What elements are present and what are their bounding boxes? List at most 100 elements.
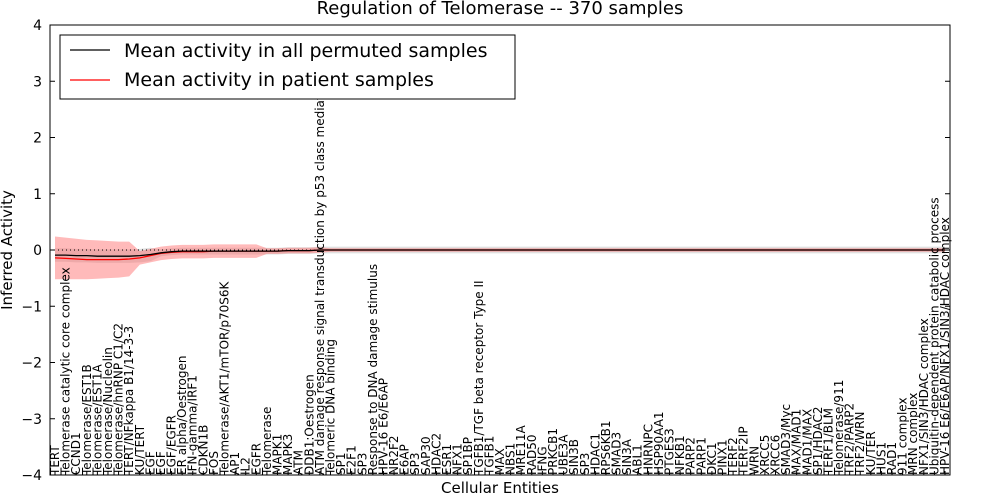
- x-tick-label: TERT/NFkappa B1/14-3-3: [122, 326, 136, 476]
- x-tick-label: NR2F2: [387, 435, 401, 475]
- x-tick-label: NFKB1: [673, 435, 687, 475]
- x-tick-label: SAP30: [419, 436, 433, 475]
- x-tick-label: SIN3B: [567, 439, 581, 475]
- y-tick-label: 4: [33, 18, 42, 34]
- x-tick-label: PINX1: [716, 439, 730, 475]
- variance-bands: [55, 236, 945, 280]
- series-lines: [54, 249, 945, 261]
- x-tick-label: 911 complex: [896, 397, 910, 475]
- x-tick-label: TERF2: [726, 437, 740, 476]
- x-tick-label: TERT: [48, 445, 62, 476]
- x-tick-label: Telomerase: [260, 407, 274, 476]
- x-tick-label: EGF: [143, 451, 157, 475]
- x-tick-label: MAD1/MAX: [800, 409, 814, 475]
- x-tick-label: TRF2/WRN: [853, 412, 867, 476]
- x-tick-label: CCND1: [69, 432, 83, 475]
- x-tick-label: Telomerase/AKT1/mTOR/p70S6K: [218, 280, 232, 476]
- y-tick-label: 1: [33, 187, 42, 203]
- x-tick-label: Telomerase/911: [832, 380, 846, 476]
- x-tick-label: CDKN1B: [196, 425, 210, 475]
- x-tick-label: SMAD3/Myc: [779, 404, 793, 475]
- x-tick-label: PARP1: [694, 437, 708, 475]
- x-tick-label: MAPK1: [271, 434, 285, 475]
- x-tick-label: FOS: [207, 451, 221, 475]
- x-tick-label: NBS1: [504, 443, 518, 475]
- x-tick-label: XRCC5: [758, 435, 772, 475]
- x-tick-label: ABL1: [631, 444, 645, 475]
- x-tick-label: HNRNPC: [641, 424, 655, 475]
- x-tick-label: SP1BP: [461, 437, 475, 475]
- x-tick-label: Telomerase/Nucleolin: [101, 347, 115, 476]
- x-tick-label: HPV-16 E6/E6AP/NFX1/SIN3/HDAC complex: [938, 217, 952, 475]
- x-tick-label: ATM damage response signal transduction …: [313, 83, 327, 475]
- x-tick-label: TERF2IP: [737, 426, 751, 476]
- x-tick-label: SP1: [334, 453, 348, 476]
- legend-label-permuted: Mean activity in all permuted samples: [124, 40, 487, 62]
- x-tick-label: ATM: [292, 450, 306, 475]
- legend-box: [59, 34, 516, 100]
- x-tick-label: KU/TER: [864, 431, 878, 475]
- x-tick-label: ESR1: [440, 444, 454, 475]
- x-tick-label: Telomeric DNA binding: [324, 339, 338, 476]
- x-tick-label: XRCC6: [769, 435, 783, 475]
- y-tick-label: −3: [21, 412, 42, 428]
- x-tick-label: E2F1: [345, 445, 359, 475]
- x-tick-label: TGFB1/TGF beta receptor Type II: [472, 280, 486, 476]
- x-tick-label: Telomerase/EST1B: [80, 364, 94, 476]
- series-line-permuted: [55, 249, 945, 257]
- x-tick-label: HDAC2: [429, 433, 443, 475]
- x-tick-label: SMAD3: [610, 432, 624, 475]
- x-axis-title: Cellular Entities: [441, 479, 559, 497]
- x-tick-label: MAX: [493, 448, 507, 475]
- legend: Mean activity in all permuted samples Me…: [59, 34, 516, 100]
- x-tick-label: DDB1:Oestrogen: [302, 374, 316, 475]
- x-tick-label: NFX1: [451, 443, 465, 475]
- x-tick-label: SP3: [355, 453, 369, 476]
- x-tick-label: IFN-gamma/IRF1: [186, 375, 200, 475]
- band-patient: [55, 236, 945, 280]
- x-tick-label: HDAC1: [588, 433, 602, 475]
- x-tick-label: MAPK3: [281, 434, 295, 475]
- x-tick-label: AP1: [228, 452, 242, 475]
- y-tick-label: −4: [21, 468, 42, 484]
- x-tick-label: Telomerase catalytic core complex: [59, 267, 73, 476]
- x-tick-label: UBE3A: [557, 434, 571, 475]
- y-axis: −4 −3 −2 −1 0 1 2 3 4: [21, 18, 950, 484]
- x-tick-label: EGFR: [249, 443, 263, 475]
- y-tick-label: 0: [33, 243, 42, 259]
- x-tick-label: PRKCB1: [546, 428, 560, 475]
- y-axis-title: Inferred Activity: [0, 190, 16, 310]
- x-tick-label: TERF1/BLM: [822, 408, 836, 476]
- x-tick-label: ER alpha/Oestrogen: [175, 356, 189, 475]
- legend-label-patient: Mean activity in patient samples: [124, 69, 434, 91]
- x-tick-label: KU/TERT: [133, 424, 147, 475]
- x-tick-label: Ubiquitin-dependent protein catabolic pr…: [927, 197, 941, 475]
- x-tick-label: HUS1: [874, 442, 888, 475]
- x-tick-label: SP3: [408, 452, 422, 475]
- x-tick-label: SP3: [578, 453, 592, 476]
- x-tick-label: SP1/HDAC2: [811, 406, 825, 475]
- x-tick-label: IFNG: [535, 446, 549, 475]
- x-tick-label: PTGES3: [663, 428, 677, 475]
- x-tick-label: MRN complex: [906, 393, 920, 475]
- x-tick-label: Response to DNA damage stimulus: [366, 264, 380, 475]
- x-tick-label: HSP90AA1: [652, 411, 666, 475]
- x-tick-label: TRF2/PARP2: [843, 403, 857, 476]
- x-tick-label: EGF/EGFR: [165, 415, 179, 475]
- x-tick-label: DKC1: [705, 443, 719, 475]
- x-tick-label: SIN3A: [620, 438, 634, 475]
- x-tick-label: WRN: [747, 446, 761, 475]
- y-tick-label: −1: [21, 299, 42, 315]
- x-tick-label: RAD1: [885, 442, 899, 475]
- x-tick-label: E6AP: [398, 444, 412, 475]
- x-tick-label: RAD50: [525, 434, 539, 475]
- x-tick-label: HPV-16 E6/E6AP: [377, 378, 391, 475]
- y-tick-label: 2: [33, 131, 42, 147]
- x-tick-label: TGFB1: [482, 436, 496, 476]
- x-tick-label: IL2: [239, 457, 253, 475]
- x-tick-label: MRE11A: [514, 424, 528, 475]
- y-tick-label: 3: [33, 74, 42, 90]
- x-tick-label: NFX1/SIN3/HDAC complex: [917, 318, 931, 475]
